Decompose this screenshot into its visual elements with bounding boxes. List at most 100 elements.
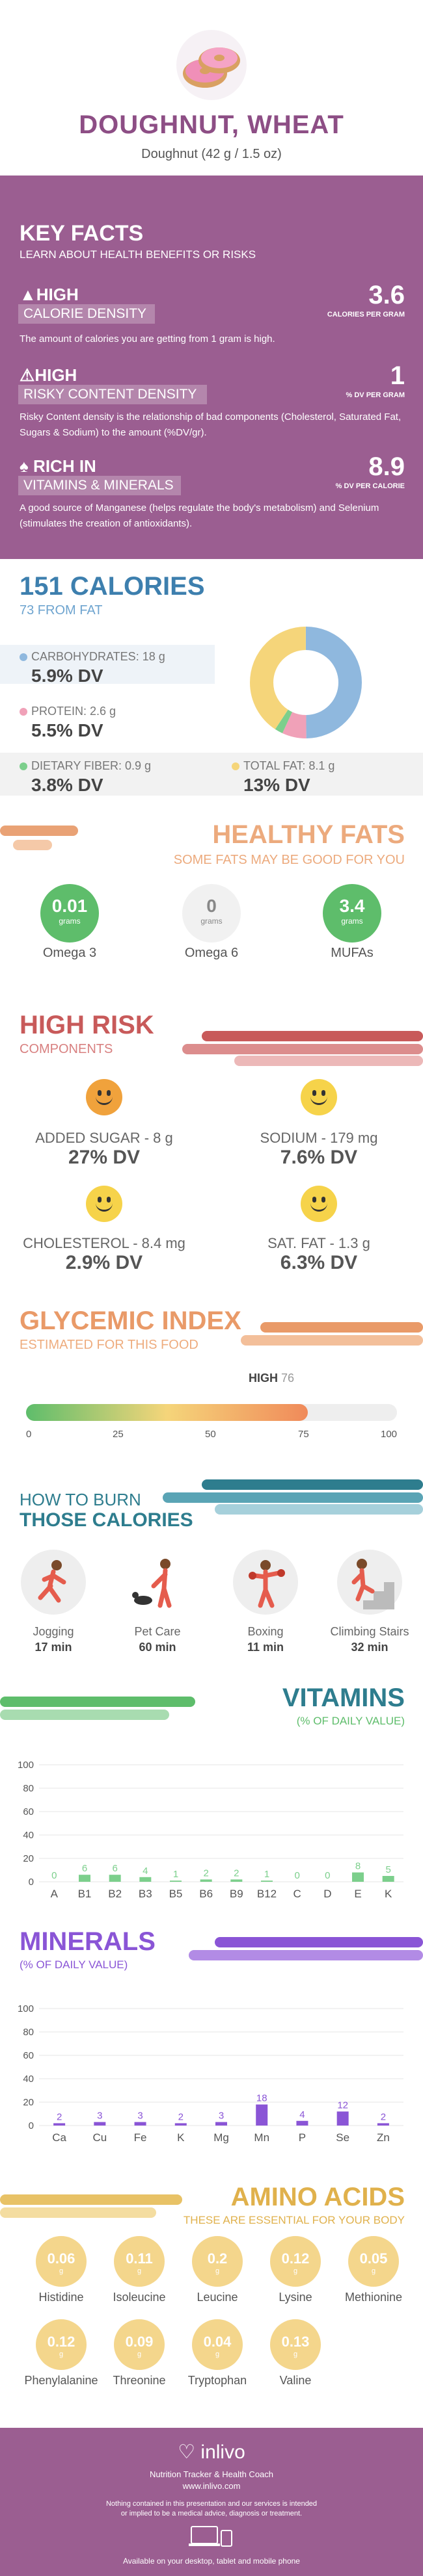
sodium-dv: 7.6% DV xyxy=(280,1147,358,1168)
fiber-fat-row-bg xyxy=(0,753,423,796)
jogging-icon xyxy=(21,1550,86,1615)
amino-name: Phenylalanine xyxy=(24,2374,98,2387)
amino-name: Valine xyxy=(279,2374,312,2387)
glycemic-tick: 50 xyxy=(205,1429,216,1440)
vitamin-category-label: E xyxy=(354,1888,361,1900)
macros-donut-chart xyxy=(250,627,362,738)
mineral-ytick: 20 xyxy=(23,2097,34,2108)
glycemic-subtitle: ESTIMATED FOR THIS FOOD xyxy=(20,1338,198,1352)
vitamin-bar-label: 4 xyxy=(143,1866,148,1877)
amino-value: 0.09 xyxy=(125,2334,154,2350)
vitamin-category-label: B12 xyxy=(257,1888,277,1900)
added-sugar-face-icon xyxy=(86,1079,122,1115)
calorie-density-label: CALORIE DENSITY xyxy=(18,304,155,324)
pet-care-label: Pet Care xyxy=(134,1625,181,1638)
vitamin-category-label: B6 xyxy=(199,1888,213,1900)
mineral-category-label: P xyxy=(299,2131,306,2144)
boxing-icon xyxy=(233,1550,298,1615)
vitamin-bar xyxy=(261,1880,273,1882)
amino-subtitle: THESE ARE ESSENTIAL FOR YOUR BODY xyxy=(183,2214,405,2226)
boxing-label: Boxing xyxy=(247,1625,284,1638)
mineral-category-label: Ca xyxy=(52,2131,66,2144)
vitamin-bar-label: 0 xyxy=(51,1870,57,1881)
vitamin-bar-label: 6 xyxy=(82,1863,87,1874)
glycemic-tick: 0 xyxy=(26,1429,32,1440)
vitamin-category-label: B2 xyxy=(108,1888,122,1900)
amino-badge: 0.04 g xyxy=(192,2319,243,2370)
amino-unit: g xyxy=(215,2267,220,2275)
vitamin-category-label: C xyxy=(293,1888,301,1900)
mineral-bar-label: 18 xyxy=(256,2093,267,2104)
vitamin-bar-label: 6 xyxy=(112,1863,117,1874)
amino-value: 0.2 xyxy=(207,2250,228,2267)
protein-dot-icon xyxy=(20,708,27,716)
amino-badge: 0.12 g xyxy=(36,2319,87,2370)
amino-value: 0.11 xyxy=(126,2250,153,2267)
amino-name: Isoleucine xyxy=(113,2291,166,2304)
glycemic-tick: 100 xyxy=(381,1429,398,1440)
risky-content-unit: % DV PER GRAM xyxy=(346,391,405,399)
calorie-density-desc: The amount of calories you are getting f… xyxy=(20,333,275,345)
omega3-label: Omega 3 xyxy=(42,946,97,960)
boxing-minutes: 11 min xyxy=(247,1641,284,1654)
vitamin-bar xyxy=(139,1877,152,1882)
sat-fat-face-icon xyxy=(301,1186,337,1222)
climbing-stairs-icon xyxy=(337,1550,402,1615)
healthy-fats-subtitle: SOME FATS MAY BE GOOD FOR YOU xyxy=(173,853,405,867)
vitamins-title: VITAMINS xyxy=(282,1684,405,1712)
carbs-label: CARBOHYDRATES: 18 g xyxy=(20,650,165,664)
calorie-density-level: ▲HIGH xyxy=(20,285,79,304)
fire-icon: ▲ xyxy=(20,285,36,304)
brand-url[interactable]: www.inlivo.com xyxy=(182,2481,241,2491)
fiber-dv: 3.8% DV xyxy=(31,775,103,795)
climbing-stairs-label: Climbing Stairs xyxy=(330,1625,409,1638)
healthy-fats-title: HEALTHY FATS xyxy=(212,820,405,849)
burn-title-line1: HOW TO BURN xyxy=(20,1490,141,1509)
mineral-bar xyxy=(296,2120,308,2126)
minerals-title: MINERALS xyxy=(20,1927,156,1956)
omega3-badge: 0.01 grams xyxy=(40,884,99,943)
vitamin-ytick: 100 xyxy=(18,1760,34,1771)
vitamin-bar-label: 0 xyxy=(325,1870,330,1881)
carbs-dv: 5.9% DV xyxy=(31,666,103,686)
decor-stripe xyxy=(0,2207,156,2218)
vitamin-ytick: 0 xyxy=(29,1877,34,1888)
amino-unit: g xyxy=(137,2267,142,2275)
high-risk-title: HIGH RISK xyxy=(20,1011,154,1039)
amino-value: 0.13 xyxy=(281,2334,310,2350)
risky-content-level: ⚠HIGH xyxy=(20,365,77,385)
risky-content-desc: Risky Content density is the relationshi… xyxy=(20,411,402,438)
brand-tagline: Nutrition Tracker & Health Coach xyxy=(149,2469,274,2479)
vitamin-bar-label: 8 xyxy=(355,1861,361,1872)
mufas-label: MUFAs xyxy=(331,946,374,960)
amino-unit: g xyxy=(293,2350,298,2358)
protein-dv: 5.5% DV xyxy=(31,720,103,740)
mineral-bar-label: 3 xyxy=(219,2111,224,2122)
glycemic-tick: 75 xyxy=(298,1429,309,1440)
amino-badge: 0.05 g xyxy=(348,2236,399,2287)
mineral-bar-label: 2 xyxy=(178,2111,184,2122)
vitamin-bar-label: 2 xyxy=(234,1867,239,1879)
mineral-ytick: 80 xyxy=(23,2027,34,2038)
calorie-density-value: 3.6 xyxy=(368,281,405,309)
glycemic-tick: 25 xyxy=(113,1429,124,1440)
vitamin-bar xyxy=(109,1875,121,1882)
key-facts-subtitle: LEARN ABOUT HEALTH BENEFITS OR RISKS xyxy=(20,248,256,261)
availability-note: Available on your desktop, tablet and mo… xyxy=(123,2556,300,2566)
decor-stripe xyxy=(0,1710,169,1720)
amino-unit: g xyxy=(137,2350,142,2358)
mineral-category-label: K xyxy=(177,2131,185,2144)
decor-stripe xyxy=(0,826,78,836)
donut-protein-slice xyxy=(250,627,362,738)
decor-stripe xyxy=(163,1492,423,1503)
mineral-category-label: Zn xyxy=(377,2131,390,2144)
mineral-bar xyxy=(94,2122,106,2126)
mineral-bar xyxy=(174,2123,187,2126)
vitamin-bar xyxy=(79,1875,90,1882)
vitamins-minerals-value: 8.9 xyxy=(368,452,405,481)
mineral-bar xyxy=(377,2123,389,2126)
amino-badge: 0.06 g xyxy=(36,2236,87,2287)
mineral-bar-label: 12 xyxy=(337,2100,348,2111)
omega6-label: Omega 6 xyxy=(184,946,239,960)
amino-unit: g xyxy=(59,2350,64,2358)
